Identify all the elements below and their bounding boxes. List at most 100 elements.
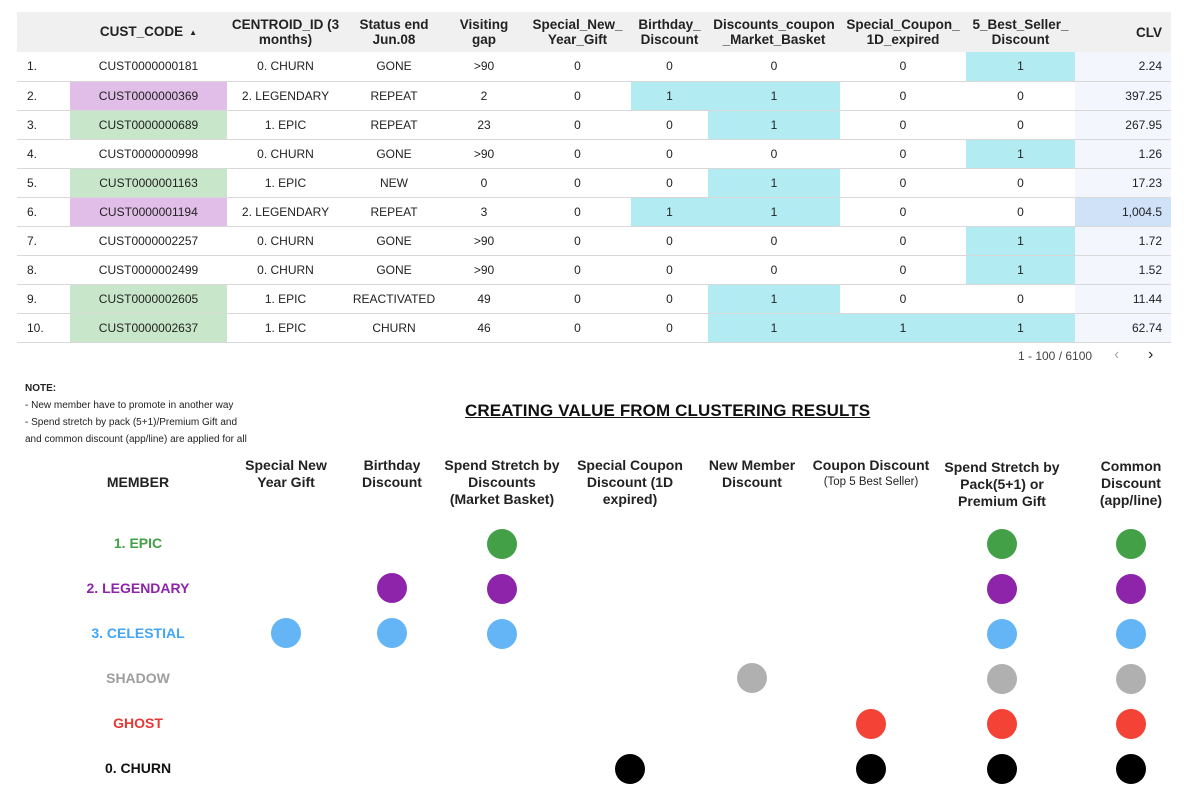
matrix-dot <box>1116 619 1146 649</box>
cell-market: 1 <box>708 313 840 342</box>
pagination: 1 - 100 / 6100 ‹ › <box>1000 346 1170 366</box>
col-header-best-seller[interactable]: 5_Best_Seller_ Discount <box>972 17 1069 47</box>
matrix-dot <box>987 529 1017 559</box>
cell-cust: CUST0000002605 <box>70 284 227 313</box>
cell-birthday: 0 <box>666 233 673 248</box>
chevron-left-icon[interactable]: ‹ <box>1114 346 1120 363</box>
cell-birthday: 1 <box>631 197 708 226</box>
matrix-col-label: Birthday Discount <box>362 457 422 490</box>
cell-idx: 8. <box>27 262 38 277</box>
matrix-dot <box>856 754 886 784</box>
matrix-row-label: 1. EPIC <box>113 535 163 551</box>
cell-newyear: 0 <box>574 175 581 190</box>
cell-centroid: 0. CHURN <box>257 233 314 248</box>
cell-gap: 49 <box>477 291 491 306</box>
note-block: NOTE: - New member have to promote in an… <box>25 380 247 448</box>
cell-clv: 2.24 <box>1075 52 1171 81</box>
matrix-col-header: New Member Discount <box>697 457 807 491</box>
matrix-dot <box>1116 709 1146 739</box>
cell-cust: CUST0000002257 <box>98 233 199 248</box>
col-header-visiting-gap[interactable]: Visiting gap <box>459 17 509 47</box>
note-line: - New member have to promote in another … <box>25 400 234 411</box>
cell-bestseller: 1 <box>966 255 1075 284</box>
table-header-row: CUST_CODE ▲ CENTROID_ID (3 months) Status… <box>17 12 1171 52</box>
cell-gap: >90 <box>473 233 495 248</box>
cell-idx: 6. <box>27 204 38 219</box>
sort-ascending-icon[interactable]: ▲ <box>189 27 198 37</box>
matrix-col-header: Coupon Discount (Top 5 Best Seller) <box>807 457 935 490</box>
cell-bestseller: 0 <box>1017 88 1024 103</box>
matrix-dot <box>487 574 517 604</box>
table-row[interactable]: 3. CUST0000000689 1. EPIC REPEAT 23 0 0 1 0 0 267.… <box>17 110 1171 139</box>
matrix-row-label: SHADOW <box>106 670 170 686</box>
cell-cust: CUST0000001163 <box>70 168 227 197</box>
matrix-col-label: Special Coupon Discount (1D expired) <box>577 457 683 507</box>
col-header-coupon-1d[interactable]: Special_Coupon_ 1D_expired <box>846 17 960 47</box>
cell-centroid: 1. EPIC <box>264 291 307 306</box>
cell-birthday: 0 <box>666 146 673 161</box>
matrix-dot <box>987 709 1017 739</box>
table-row[interactable]: 4. CUST0000000998 0. CHURN GONE >90 0 0 0 0 1 1.26 <box>17 139 1171 168</box>
table-row[interactable]: 5. CUST0000001163 1. EPIC NEW 0 0 0 1 0 0 17.23 <box>17 168 1171 197</box>
cell-bestseller: 1 <box>966 139 1075 168</box>
cell-centroid: 2. LEGENDARY <box>241 88 330 103</box>
cell-newyear: 0 <box>574 233 581 248</box>
cell-cust: CUST0000002499 <box>98 262 199 277</box>
col-header-clv[interactable]: CLV <box>1136 24 1162 40</box>
cell-centroid: 1. EPIC <box>264 175 307 190</box>
cell-coupon1d: 0 <box>899 117 907 132</box>
matrix-col-label: New Member Discount <box>708 457 796 490</box>
chevron-right-icon[interactable]: › <box>1148 346 1154 363</box>
cell-coupon1d: 0 <box>899 146 907 161</box>
matrix-row-label: 2. LEGENDARY <box>86 580 190 596</box>
table-row[interactable]: 10. CUST0000002637 1. EPIC CHURN 46 0 0 1 1 1 62.7… <box>17 313 1171 342</box>
col-header-cust-code-label: CUST_CODE <box>99 24 184 40</box>
table-row[interactable]: 8. CUST0000002499 0. CHURN GONE >90 0 0 0 0 1 1.52 <box>17 255 1171 284</box>
cell-bestseller: 0 <box>1017 291 1024 306</box>
cell-newyear: 0 <box>574 88 581 103</box>
cell-gap: 2 <box>480 88 488 103</box>
cell-market: 1 <box>708 197 840 226</box>
col-header-new-year-gift[interactable]: Special_New_ Year_Gift <box>532 17 623 47</box>
cell-coupon1d: 0 <box>899 204 907 219</box>
col-header-status[interactable]: Status end Jun.08 <box>359 17 429 47</box>
table-row[interactable]: 1. CUST0000000181 0. CHURN GONE >90 0 0 0 0 1 2.24 <box>17 52 1171 81</box>
cell-gap: 3 <box>480 204 488 219</box>
col-header-market-basket[interactable]: Discounts_coupon _Market_Basket <box>713 17 835 47</box>
matrix-dot <box>271 618 301 648</box>
cell-birthday: 0 <box>666 59 673 74</box>
col-header-centroid[interactable]: CENTROID_ID (3 months) <box>231 17 340 47</box>
cell-status: CHURN <box>372 320 416 335</box>
cell-status: GONE <box>376 262 412 277</box>
table-row[interactable]: 6. CUST0000001194 2. LEGENDARY REPEAT 3 0 1 1 0 0… <box>17 197 1171 226</box>
cell-clv: 1.72 <box>1075 226 1171 255</box>
cell-clv: 1,004.5 <box>1075 197 1171 226</box>
matrix-col-header: Common Discount (app/line) <box>1085 458 1177 509</box>
cell-bestseller: 0 <box>1017 175 1024 190</box>
cell-market: 0 <box>770 233 778 248</box>
matrix-col-header: Spend Stretch by Discounts (Market Baske… <box>443 457 561 508</box>
cell-newyear: 0 <box>574 291 581 306</box>
cell-clv: 11.44 <box>1075 284 1171 313</box>
table-row[interactable]: 2. CUST0000000369 2. LEGENDARY REPEAT 2 0 1 1 0 0… <box>17 81 1171 110</box>
cell-cust: CUST0000000998 <box>98 146 199 161</box>
table-row[interactable]: 9. CUST0000002605 1. EPIC REACTIVATED 49 0 0 1 0… <box>17 284 1171 313</box>
cell-birthday: 0 <box>666 291 673 306</box>
matrix-row-label: 0. CHURN <box>104 760 172 776</box>
col-header-cust-code[interactable]: CUST_CODE ▲ <box>70 12 227 52</box>
table-row[interactable]: 7. CUST0000002257 0. CHURN GONE >90 0 0 0 0 1 1.72 <box>17 226 1171 255</box>
cell-gap: 23 <box>477 117 491 132</box>
matrix-dot <box>377 573 407 603</box>
cell-status: GONE <box>376 146 412 161</box>
cell-coupon1d: 0 <box>899 262 907 277</box>
matrix-dot <box>987 754 1017 784</box>
cell-birthday: 0 <box>666 175 673 190</box>
cell-birthday: 1 <box>631 81 708 110</box>
cell-centroid: 2. LEGENDARY <box>241 204 330 219</box>
cell-coupon1d: 0 <box>899 233 907 248</box>
matrix-col-label: Special New Year Gift <box>245 457 327 490</box>
pagination-range: 1 - 100 / 6100 <box>1018 349 1093 363</box>
cell-market: 0 <box>770 59 778 74</box>
matrix-dot <box>1116 754 1146 784</box>
col-header-birthday-discount[interactable]: Birthday_ Discount <box>638 17 701 47</box>
